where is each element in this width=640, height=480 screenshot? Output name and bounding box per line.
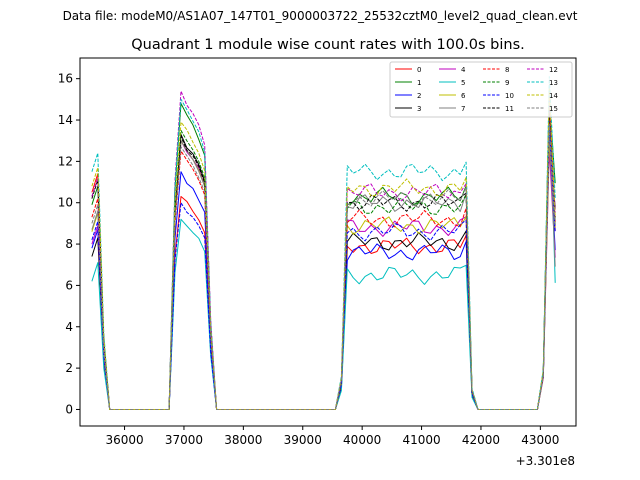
series-line-11 <box>91 103 556 410</box>
y-tick-label: 6 <box>65 278 73 292</box>
legend-label: 3 <box>417 105 421 113</box>
legend-label: 12 <box>549 66 558 74</box>
x-tick-label: 38000 <box>224 433 262 447</box>
y-tick-label: 8 <box>65 237 73 251</box>
y-axis: 0 2 4 6 8 10 12 14 16 <box>58 72 80 416</box>
legend-label: 0 <box>417 66 421 74</box>
series-line-14 <box>91 88 556 410</box>
series-line-5 <box>91 86 556 410</box>
y-tick-label: 0 <box>65 402 73 416</box>
legend-label: 8 <box>505 66 509 74</box>
series-line-0 <box>91 113 556 410</box>
series-line-9 <box>91 92 556 410</box>
legend-label: 4 <box>461 66 466 74</box>
legend-label: 6 <box>461 92 466 100</box>
legend-label: 7 <box>461 105 465 113</box>
x-tick-label: 40000 <box>343 433 381 447</box>
plot-lines <box>91 76 556 410</box>
legend-label: 13 <box>549 79 558 87</box>
legend-label: 15 <box>549 105 558 113</box>
x-tick-label: 41000 <box>402 433 440 447</box>
legend-label: 1 <box>417 79 421 87</box>
y-tick-label: 12 <box>58 154 73 168</box>
x-tick-label: 37000 <box>165 433 203 447</box>
y-tick-label: 2 <box>65 361 73 375</box>
series-line-13 <box>91 76 556 410</box>
x-offset-label: +3.301e8 <box>516 454 575 468</box>
chart-title: Quadrant 1 module wise count rates with … <box>131 37 525 53</box>
y-tick-label: 10 <box>58 196 73 210</box>
y-tick-label: 16 <box>58 72 73 86</box>
axes-frame <box>79 57 577 427</box>
series-line-7 <box>91 123 556 410</box>
series-line-3 <box>91 131 556 410</box>
series-line-2 <box>91 134 556 410</box>
x-tick-label: 36000 <box>105 433 143 447</box>
legend-frame <box>389 61 573 118</box>
x-tick-label: 43000 <box>521 433 559 447</box>
figure-suptitle: Data file: modeM0/AS1A07_147T01_90000037… <box>63 9 578 23</box>
series-line-12 <box>91 90 556 410</box>
y-tick-label: 4 <box>65 320 73 334</box>
legend-label: 2 <box>417 92 421 100</box>
legend-label: 11 <box>505 105 514 113</box>
series-line-8 <box>91 96 556 410</box>
x-tick-label: 39000 <box>284 433 322 447</box>
legend-label: 5 <box>461 79 465 87</box>
legend-label: 14 <box>549 92 558 100</box>
legend-label: 9 <box>505 79 509 87</box>
series-line-10 <box>91 123 556 410</box>
legend-label: 10 <box>505 92 514 100</box>
series-line-15 <box>91 123 556 410</box>
x-axis: 36000 37000 38000 39000 40000 41000 42000 43000 <box>105 426 559 447</box>
y-tick-label: 14 <box>58 113 73 127</box>
x-tick-label: 42000 <box>462 433 500 447</box>
